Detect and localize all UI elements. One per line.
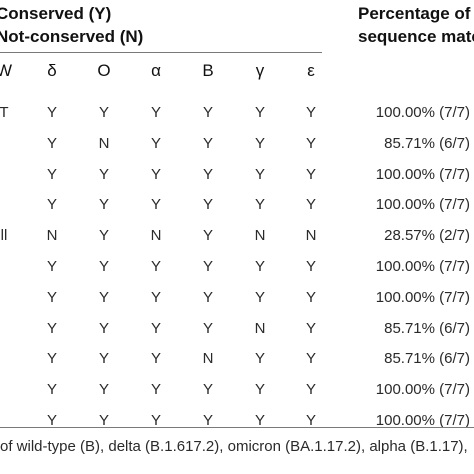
conservation-cell: Y [46, 196, 57, 214]
conservation-cell: Y [254, 196, 265, 214]
conservation-cell: Y [150, 412, 161, 429]
variant-col-header: O [97, 61, 111, 80]
percentage-cell: 85.71% (6/7) [384, 350, 470, 368]
legend-not-conserved: Not-conserved (N) [0, 27, 144, 46]
conservation-cell: Y [46, 319, 57, 337]
conservation-cell: Y [254, 134, 265, 152]
conservation-cell: Y [305, 288, 316, 306]
conservation-cell: Y [305, 319, 316, 337]
percentage-header-line1: Percentage of [358, 4, 471, 23]
percentage-cell: 100.00% (7/7) [375, 412, 470, 429]
conservation-cell: Y [254, 381, 265, 399]
percentage-cell: 100.00% (7/7) [375, 104, 470, 121]
conservation-cell: Y [46, 104, 57, 121]
percentage-cell: 100.00% (7/7) [375, 258, 470, 275]
conservation-cell: Y [98, 196, 109, 214]
percentage-cell: 100.00% (7/7) [375, 165, 470, 183]
conservation-cell: Y [150, 104, 161, 121]
conservation-cell: Y [150, 258, 161, 275]
conservation-cell: Y [46, 350, 57, 368]
conservation-cell: Y [202, 165, 213, 183]
percentage-header-line2: sequence matc [358, 27, 474, 46]
conservation-cell: Y [150, 319, 161, 337]
conservation-cell: Y [98, 104, 109, 121]
conservation-cell: N [202, 350, 214, 368]
conservation-cell: Y [150, 165, 161, 183]
conservation-cell: Y [202, 258, 213, 275]
percentage-cell: 28.57% (2/7) [384, 227, 470, 245]
conservation-cell: Y [150, 350, 161, 368]
conservation-cell: N [98, 134, 110, 152]
percentage-cell: 85.71% (6/7) [384, 134, 470, 152]
conservation-cell: Y [305, 134, 316, 152]
conservation-cell: Y [98, 165, 109, 183]
conservation-cell: Y [46, 134, 57, 152]
conservation-cell: Y [202, 104, 213, 121]
conservation-cell: Y [202, 319, 213, 337]
conservation-cell: Y [202, 134, 213, 152]
conservation-cell: Y [150, 288, 161, 306]
variant-col-header: B [202, 61, 214, 80]
conservation-cell: Y [150, 381, 161, 399]
conservation-cell: Y [46, 381, 57, 399]
conservation-cell: Y [305, 412, 316, 429]
conservation-cell: N [254, 319, 266, 337]
percentage-cell: 100.00% (7/7) [375, 196, 470, 214]
conservation-cell: N [150, 227, 162, 245]
conservation-cell: N [254, 227, 266, 245]
conservation-cell: Y [305, 350, 316, 368]
conservation-cell: Y [150, 134, 161, 152]
variant-col-header: δ [47, 61, 57, 80]
conservation-cell: Y [305, 381, 316, 399]
conservation-cell: Y [202, 412, 213, 429]
conservation-cell: Y [305, 104, 316, 121]
conservation-cell: Y [98, 227, 109, 245]
conservation-cell: Y [46, 165, 57, 183]
conservation-cell: Y [305, 165, 316, 183]
legend-conserved: Conserved (Y) [0, 4, 112, 23]
conservation-cell: Y [98, 319, 109, 337]
conservation-cell: Y [254, 104, 265, 121]
conservation-cell: Y [98, 412, 109, 429]
conservation-cell: Y [254, 412, 265, 429]
conservation-cell: Y [202, 196, 213, 214]
variant-col-header: ε [307, 61, 315, 80]
conservation-cell: Y [98, 350, 109, 368]
conservation-cell: Y [202, 381, 213, 399]
conservation-cell: Y [98, 381, 109, 399]
conservation-cell: N [305, 227, 317, 245]
conservation-cell: Y [202, 288, 213, 306]
percentage-cell: 100.00% (7/7) [375, 288, 470, 306]
conservation-cell: Y [46, 258, 57, 275]
conservation-cell: Y [254, 288, 265, 306]
variant-col-header: W [0, 61, 13, 80]
conservation-cell: Y [150, 196, 161, 214]
conservation-cell: Y [305, 196, 316, 214]
conservation-cell: N [46, 227, 58, 245]
conservation-cell: Y [46, 288, 57, 306]
conservation-cell: Y [254, 258, 265, 275]
conservation-cell: Y [46, 412, 57, 429]
header-underline [0, 52, 322, 53]
table-bottom-rule [0, 427, 474, 428]
conservation-cell: Y [254, 350, 265, 368]
conservation-cell: Y [202, 227, 213, 245]
row-stub: ll [0, 227, 8, 245]
variant-col-header: α [151, 61, 161, 80]
percentage-cell: 85.71% (6/7) [384, 319, 470, 337]
table-footnote: of wild-type (B), delta (B.1.617.2), omi… [0, 438, 468, 455]
conservation-cell: Y [98, 258, 109, 275]
conservation-cell: Y [98, 288, 109, 306]
variant-col-header: γ [255, 61, 265, 80]
row-stub: T [0, 104, 9, 121]
conservation-cell: Y [305, 258, 316, 275]
percentage-cell: 100.00% (7/7) [375, 381, 470, 399]
conservation-cell: Y [254, 165, 265, 183]
